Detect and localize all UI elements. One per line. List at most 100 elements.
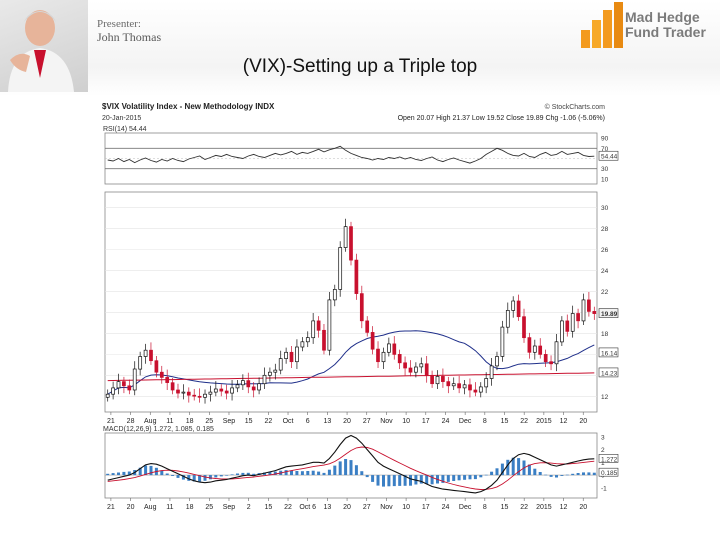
candle-body <box>484 378 489 388</box>
candle-body <box>408 367 413 373</box>
candle-body <box>305 337 310 343</box>
macd-histogram-bar <box>165 473 169 475</box>
price-x-label: 24 <box>442 418 450 425</box>
candle-body <box>387 343 391 353</box>
ma50-line <box>107 330 595 395</box>
presenter-photo <box>0 0 88 92</box>
macd-x-label: 2015 <box>536 504 552 511</box>
macd-tick-label: 1 <box>601 460 605 467</box>
candle-body <box>219 388 224 392</box>
rsi-legend: RSI(14) 54.44 <box>103 126 147 133</box>
ma200-line <box>107 372 595 382</box>
macd-value-tag <box>598 467 619 477</box>
macd-histogram-bar <box>300 471 304 475</box>
macd-x-label: 20 <box>343 504 351 511</box>
macd-histogram-bar <box>441 475 445 483</box>
price-x-label: 17 <box>422 418 430 425</box>
candle-body <box>295 346 299 363</box>
candle-body <box>576 313 580 322</box>
candle-body <box>473 389 478 393</box>
macd-histogram-bar <box>322 472 326 476</box>
candle-body <box>127 385 132 391</box>
macd-histogram-bar <box>214 475 218 478</box>
candle-body <box>262 374 267 385</box>
macd-x-label: 18 <box>186 504 194 511</box>
candle-body <box>581 299 586 322</box>
candle-body <box>322 329 326 351</box>
macd-line <box>107 434 595 494</box>
candle-body <box>230 387 234 394</box>
candle-body <box>478 386 483 393</box>
logo-bars-icon <box>581 2 623 48</box>
candle-body <box>300 341 305 348</box>
chart-header-left: $VIX Volatility Index - New Methodology … <box>102 102 275 111</box>
macd-histogram-bar <box>295 471 299 476</box>
macd-x-label: 22 <box>284 504 292 511</box>
macd-histogram-bar <box>208 475 212 480</box>
macd-histogram-bar <box>555 475 558 478</box>
macd-histogram-bar <box>409 475 412 486</box>
macd-histogram-bar <box>565 474 569 476</box>
macd-histogram-bar <box>181 475 185 480</box>
macd-histogram-bar <box>511 457 515 475</box>
macd-x-label: 15 <box>501 504 509 511</box>
price-value-tag <box>598 367 619 378</box>
candle-body <box>327 299 332 351</box>
macd-histogram-bar <box>241 472 245 476</box>
macd-histogram-bar <box>517 458 521 476</box>
macd-histogram-bar <box>284 470 288 476</box>
macd-histogram-bar <box>452 475 456 481</box>
macd-x-label: 2 <box>247 504 251 511</box>
macd-legend: MACD(12,26,9) 1.272, 1.085, 0.185 <box>103 426 214 433</box>
macd-histogram-bar <box>127 471 131 476</box>
macd-x-label: Sep <box>223 504 236 511</box>
macd-tick-label: 3 <box>601 434 605 441</box>
candle-body <box>278 358 283 371</box>
candle-body <box>105 393 110 398</box>
macd-histogram-bar <box>576 473 580 475</box>
macd-histogram-bar <box>430 475 434 485</box>
logo-line-2: Fund Trader <box>625 24 706 40</box>
macd-histogram-bar <box>538 472 542 476</box>
macd-histogram-bar <box>203 475 207 481</box>
macd-histogram-bar <box>219 475 223 477</box>
macd-histogram-bar <box>490 471 494 475</box>
price-x-label: 27 <box>363 418 371 425</box>
price-x-label: 15 <box>501 418 509 425</box>
price-tick-label: 12 <box>601 394 609 401</box>
candle-body <box>365 320 370 333</box>
candle-body <box>235 384 240 389</box>
candle-body <box>587 299 591 312</box>
macd-histogram-bar <box>138 467 142 476</box>
candle-body <box>289 351 294 363</box>
candle-body <box>370 332 375 350</box>
candle-body <box>392 343 397 355</box>
price-x-label: 11 <box>166 418 173 425</box>
macd-histogram-bar <box>327 469 331 476</box>
macd-histogram-bar <box>571 473 575 476</box>
logo-text: Mad Hedge Fund Trader <box>625 10 719 40</box>
price-value-tag <box>598 347 619 358</box>
macd-x-label: 10 <box>402 504 410 511</box>
presenter-name: John Thomas <box>97 30 162 44</box>
macd-signal-line <box>107 446 595 490</box>
macd-histogram-bar <box>317 471 321 475</box>
macd-x-label: 20 <box>127 504 135 511</box>
price-tick-label: 19.89 <box>601 311 618 318</box>
rsi-tick-label: 70 <box>601 146 609 153</box>
macd-histogram-bar <box>592 472 596 476</box>
macd-histogram-bar <box>419 475 423 484</box>
candle-body <box>311 320 316 339</box>
candle-body <box>549 361 553 365</box>
macd-x-label: 21 <box>107 504 115 511</box>
macd-histogram-bar <box>171 475 175 476</box>
candle-body <box>111 387 115 395</box>
candle-body <box>495 356 499 367</box>
price-x-label: Oct <box>283 418 294 425</box>
macd-histogram-bar <box>263 472 266 475</box>
candle-body <box>560 320 564 343</box>
price-x-label: 10 <box>402 418 410 425</box>
candle-body <box>403 362 407 369</box>
presenter-label: Presenter: <box>97 18 141 30</box>
rsi-tick-label: 30 <box>601 166 609 173</box>
